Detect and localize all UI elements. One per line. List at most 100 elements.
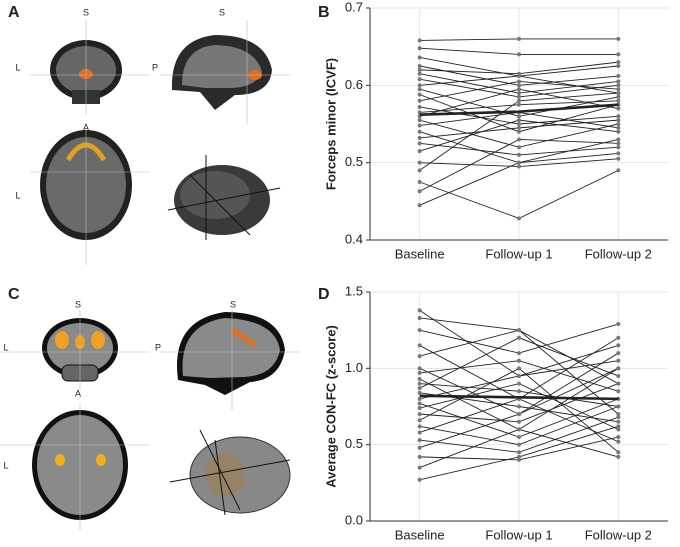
subject-point (517, 435, 521, 440)
subject-point (417, 203, 422, 208)
subject-point (417, 129, 422, 134)
brain-images-a (30, 20, 290, 265)
subject-point (616, 114, 621, 119)
subject-point (616, 91, 621, 96)
orientation-label: A (75, 388, 81, 398)
x-tick-label: Baseline (395, 246, 445, 261)
subject-point (417, 189, 422, 194)
subject-point (517, 91, 521, 96)
subject-point (417, 118, 422, 123)
subject-point (417, 377, 422, 382)
subject-point (417, 401, 422, 406)
y-tick-label: 1.0 (345, 360, 363, 375)
subject-point (517, 102, 521, 107)
subject-point (616, 450, 621, 455)
subject-point (517, 427, 521, 432)
y-tick-label: 0.0 (345, 512, 363, 527)
subject-point (417, 386, 422, 391)
orientation-label: L (3, 342, 8, 352)
y-tick-label: 0.5 (345, 154, 363, 169)
panel-label: C (8, 286, 20, 303)
subject-point (417, 141, 422, 146)
orientation-label: P (155, 342, 161, 352)
subject-point (616, 404, 621, 409)
subject-point (417, 430, 422, 435)
subject-point (616, 52, 621, 57)
subject-point (616, 427, 621, 432)
subject-point (417, 46, 422, 51)
subject-point (417, 38, 422, 43)
subject-point (517, 122, 521, 126)
subject-point (517, 36, 521, 41)
subject-point (417, 343, 422, 348)
subject-point (517, 145, 521, 150)
subject-point (517, 160, 521, 165)
x-tick-label: Baseline (395, 527, 445, 542)
subject-point (616, 36, 621, 41)
subject-point (517, 404, 521, 409)
subject-point (616, 106, 621, 111)
subject-point (417, 454, 422, 459)
subject-point (616, 125, 621, 130)
subject-point (517, 114, 521, 119)
subject-point (517, 450, 521, 455)
subject-point (517, 98, 521, 103)
subject-point (517, 335, 521, 340)
orientation-label: L (15, 62, 20, 72)
subject-point (517, 152, 521, 157)
subject-point (417, 477, 422, 482)
y-tick-label: 0.7 (345, 0, 363, 14)
orientation-label: L (3, 460, 8, 470)
subject-point (517, 137, 521, 142)
subject-point (417, 67, 422, 72)
panel-label: B (318, 4, 330, 21)
subject-point (517, 74, 521, 79)
subject-point (417, 64, 422, 68)
panel-label: D (318, 286, 330, 303)
subject-point (616, 60, 621, 65)
subject-point (517, 412, 521, 417)
subject-point (517, 164, 521, 169)
brain-images-c (0, 310, 300, 530)
subject-point (417, 465, 422, 470)
subject-point (517, 457, 521, 462)
subject-point (417, 445, 422, 450)
x-tick-label: Follow-up 2 (585, 527, 652, 542)
subject-point (517, 454, 521, 459)
y-tick-label: 0.4 (345, 231, 363, 246)
subject-point (616, 322, 621, 327)
x-tick-label: Follow-up 1 (485, 246, 552, 261)
subject-point (417, 354, 422, 359)
subject-point (616, 129, 621, 134)
subject-point (417, 366, 422, 371)
mean-line (419, 394, 619, 401)
mean-line (419, 103, 619, 117)
x-tick-label: Follow-up 1 (485, 527, 552, 542)
subject-point (517, 52, 521, 57)
subject-point (517, 83, 521, 88)
x-tick-label: Follow-up 2 (585, 246, 652, 261)
subject-point (417, 160, 422, 165)
subject-point (616, 381, 621, 386)
orientation-label: S (230, 299, 236, 309)
subject-point (417, 98, 422, 103)
subject-point (616, 118, 621, 123)
orientation-label: A (83, 122, 89, 132)
subject-point (517, 389, 521, 394)
subject-point (616, 389, 621, 394)
subject-point (616, 64, 621, 68)
subject-point (616, 141, 621, 146)
subject-point (417, 83, 422, 88)
subject-point (417, 180, 422, 184)
subject-point (517, 87, 521, 92)
orientation-label: S (219, 7, 225, 17)
subject-point (517, 118, 521, 123)
subject-point (616, 343, 621, 348)
subject-point (417, 71, 422, 76)
subject-point (517, 216, 521, 221)
subject-point (417, 438, 422, 443)
orientation-label: S (75, 299, 81, 309)
subject-point (616, 168, 621, 173)
subject-point (417, 418, 422, 423)
subject-point (417, 381, 422, 386)
